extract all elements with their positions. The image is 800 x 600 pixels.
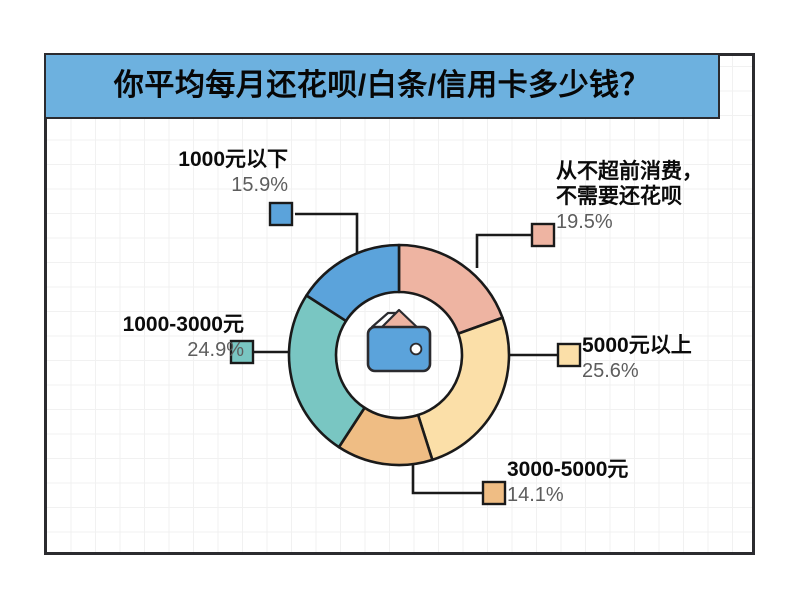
label-3000-5000: 3000-5000元 14.1% <box>507 458 737 507</box>
wallet-clasp <box>409 342 423 356</box>
swatch-1000-3000 <box>229 339 255 365</box>
donut-slice-1000-3000[interactable] <box>287 294 366 449</box>
swatch-3000-5000 <box>481 480 507 506</box>
label-never: 从不超前消费， 不需要还花呗 19.5% <box>556 160 786 234</box>
donut-slice-never[interactable] <box>397 243 504 335</box>
label-over5000-percent: 25.6% <box>582 359 639 382</box>
label-over5000-category: 5000元以上 <box>582 334 692 357</box>
label-1000-3000-category: 1000-3000元 <box>122 313 244 336</box>
label-under1000-category: 1000元以下 <box>178 148 288 171</box>
wallet-body <box>366 325 432 373</box>
donut-slice-under1000[interactable] <box>305 243 401 323</box>
chart-title-banner: 你平均每月还花呗/白条/信用卡多少钱？ <box>44 53 720 119</box>
swatch-under1000 <box>268 201 294 227</box>
page-title: 你平均每月还花呗/白条/信用卡多少钱？ <box>113 69 651 102</box>
leader-line-under1000 <box>295 212 359 262</box>
wallet-icon <box>366 308 432 373</box>
donut-slice-over5000[interactable] <box>416 316 511 462</box>
swatch-over5000 <box>556 342 582 368</box>
label-3000-5000-percent: 14.1% <box>507 483 564 506</box>
label-never-category-line2: 不需要还花呗 <box>556 184 682 208</box>
label-swatches <box>229 201 582 506</box>
label-1000-3000: 1000-3000元 24.9% <box>2 313 244 362</box>
label-under1000-percent: 15.9% <box>231 173 288 196</box>
donut-ring <box>287 243 511 467</box>
label-over5000: 5000元以上 25.6% <box>582 334 792 383</box>
label-1000-3000-percent: 24.9% <box>187 338 244 361</box>
label-3000-5000-category: 3000-5000元 <box>507 458 629 481</box>
leader-line-never <box>475 233 553 268</box>
swatch-never <box>530 222 556 248</box>
label-never-category-line1: 从不超前消费， <box>556 160 703 183</box>
leader-line-3000-5000 <box>411 455 505 495</box>
label-never-percent: 19.5% <box>556 210 613 233</box>
grid-background <box>47 56 752 552</box>
poster-frame <box>44 53 755 555</box>
label-under1000: 1000元以下 15.9% <box>18 148 288 197</box>
